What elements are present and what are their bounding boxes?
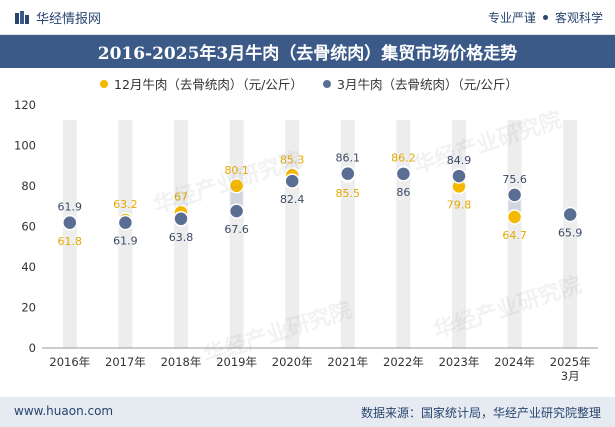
footer: www.huaon.com 数据来源：国家统计局，华经产业研究院整理 <box>0 397 615 427</box>
y-tick-label: 40 <box>21 260 36 274</box>
data-label-12: 67 <box>174 190 188 203</box>
data-label-3: 67.6 <box>224 223 249 236</box>
category-bar <box>174 120 188 348</box>
point-3 <box>228 203 245 219</box>
x-tick-label: 2022年 <box>383 355 424 369</box>
point-12 <box>506 209 523 225</box>
data-label-12: 85.5 <box>336 187 361 200</box>
point-3 <box>284 173 300 189</box>
point-3 <box>340 165 356 182</box>
point-3 <box>451 168 467 184</box>
title-bar: 2016-2025年3月牛肉（去骨统肉）集贸市场价格走势 <box>0 35 615 68</box>
brand-logo-icon <box>15 10 29 24</box>
chart-area: 0 20 40 60 80 100 120 2016年 2017年 2018年 2019年 2020年… <box>14 98 598 383</box>
data-label-3: 63.8 <box>169 231 194 244</box>
y-tick-label: 20 <box>21 301 36 315</box>
data-label-12: 64.7 <box>502 229 527 242</box>
tagline: 专业严谨 客观科学 <box>488 9 603 26</box>
data-label-12: 79.8 <box>447 198 472 211</box>
data-label-12: 61.8 <box>58 235 83 248</box>
brand-name: 华经情报网 <box>36 12 102 27</box>
legend-item-3: 3月牛肉（去骨统肉）（元/公斤） <box>323 74 518 93</box>
legend-item-12: 12月牛肉（去骨统肉）（元/公斤） <box>100 74 303 93</box>
data-label-3: 82.4 <box>280 193 305 206</box>
category-bar <box>563 120 578 348</box>
legend-dot-12-icon <box>100 79 108 88</box>
legend-label-12: 12月牛肉（去骨统肉）（元/公斤） <box>114 77 303 92</box>
y-tick-label: 100 <box>14 139 36 153</box>
data-label-3: 65.9 <box>558 227 583 240</box>
category-bar <box>62 120 77 348</box>
point-3 <box>506 187 523 203</box>
y-tick-label: 0 <box>29 341 36 355</box>
category-bar <box>507 120 522 348</box>
legend: 12月牛肉（去骨统肉）（元/公斤） 3月牛肉（去骨统肉）（元/公斤） <box>0 74 615 94</box>
top-bar: 华经情报网 专业严谨 客观科学 <box>0 0 615 35</box>
x-tick-label: 2021年 <box>327 355 368 369</box>
data-label-3: 61.9 <box>113 235 138 248</box>
range-connector <box>508 194 521 217</box>
category-bar <box>229 120 244 348</box>
tagline-right: 客观科学 <box>554 11 603 25</box>
y-tick-label: 60 <box>21 220 36 234</box>
x-tick-label: 2019年 <box>216 355 257 369</box>
data-label-12: 80.1 <box>224 164 249 177</box>
data-label-3: 86 <box>396 186 410 199</box>
point-3 <box>62 214 78 231</box>
legend-label-3: 3月牛肉（去骨统肉）（元/公斤） <box>337 77 518 92</box>
x-tick-label: 2018年 <box>161 355 202 369</box>
x-tick-label: 2016年 <box>49 355 90 369</box>
x-tick-label: 3月 <box>561 369 580 383</box>
data-label-3: 84.9 <box>447 154 472 167</box>
tagline-left: 专业严谨 <box>487 11 536 25</box>
data-label-3: 61.9 <box>58 201 83 214</box>
footer-source: 数据来源：国家统计局，华经产业研究院整理 <box>360 406 601 420</box>
x-tick-label: 2017年 <box>105 355 146 369</box>
x-tick-label: 2023年 <box>439 355 480 369</box>
legend-dot-3-icon <box>323 79 331 88</box>
data-label-12: 86.2 <box>391 151 416 164</box>
y-tick-label: 120 <box>14 98 36 112</box>
data-label-3: 75.6 <box>502 173 527 186</box>
data-label-3: 86.1 <box>336 152 361 165</box>
chart-title: 2016-2025年3月牛肉（去骨统肉）集贸市场价格走势 <box>97 44 518 64</box>
category-bar <box>118 120 133 348</box>
point-3 <box>173 211 189 227</box>
footer-website[interactable]: www.huaon.com <box>14 404 114 418</box>
x-tick-label: 2024年 <box>494 355 535 369</box>
point-3 <box>562 206 578 223</box>
point-12 <box>228 178 245 194</box>
brand: 华经情报网 <box>14 8 101 27</box>
data-label-12: 85.3 <box>280 153 305 166</box>
y-tick-label: 80 <box>21 179 36 193</box>
data-label-12: 63.2 <box>113 198 138 211</box>
point-3 <box>395 166 412 182</box>
x-tick-label: 2025年 <box>550 355 591 369</box>
x-tick-label: 2020年 <box>272 355 313 369</box>
point-3 <box>117 214 134 231</box>
separator-dot-icon <box>542 15 548 20</box>
